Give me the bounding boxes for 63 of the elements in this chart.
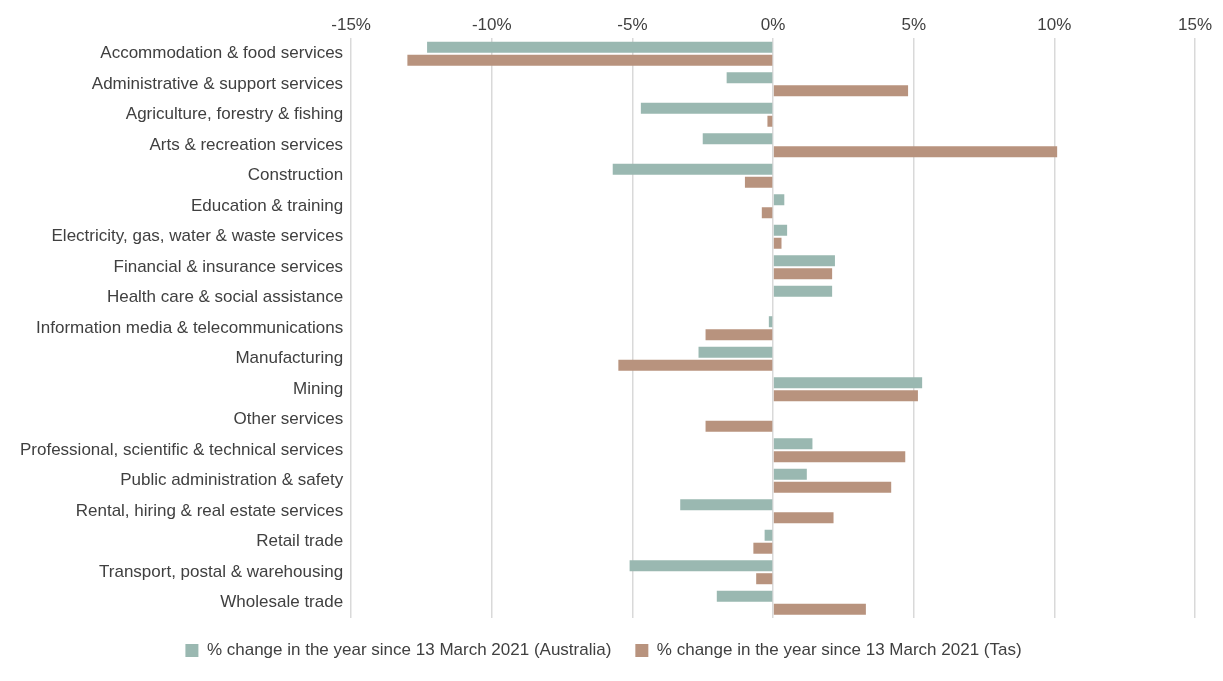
y-tick-label: Administrative & support services [91,73,344,93]
bar [773,285,833,297]
bar [773,255,835,267]
bar [764,529,773,541]
bar [705,420,773,432]
bar [773,268,833,280]
bar [618,359,773,371]
bar [698,346,773,358]
y-tick-label: Retail trade [256,531,344,551]
bar [773,481,892,493]
bar [744,176,773,188]
bar [773,512,834,524]
bar [773,390,918,402]
y-tick-label: Education & training [190,195,344,215]
legend-label: % change in the year since 13 March 2021 (Australia) [206,640,612,660]
bar [716,590,773,602]
bar [427,41,773,53]
y-tick-label: Mining [293,378,344,398]
y-tick-label: Electricity, gas, water & waste services [51,226,344,246]
bar [753,542,773,554]
y-tick-label: Manufacturing [235,348,344,368]
x-tick-label: -10% [471,14,512,34]
bar [773,468,807,480]
bar [680,499,773,511]
y-tick-label: Construction [247,165,344,185]
bar [773,146,1058,158]
y-tick-label: Rental, hiring & real estate services [75,500,344,520]
y-tick-label: Wholesale trade [220,592,344,612]
y-tick-label: Arts & recreation services [149,134,344,154]
bar [612,163,773,175]
bar [773,603,866,615]
bar [773,377,923,389]
bar [773,224,788,236]
y-tick-label: Health care & social assistance [106,287,344,307]
y-tick-label: Accommodation & food services [100,43,344,63]
bar [705,329,773,341]
x-tick-label: 15% [1177,14,1212,34]
y-tick-label: Professional, scientific & technical services [19,439,344,459]
bar [726,72,773,84]
bar [629,560,773,572]
bar [773,451,906,463]
bar [702,133,773,145]
x-tick-label: -5% [617,14,648,34]
bar [407,54,773,66]
y-tick-label: Other services [233,409,344,429]
x-tick-label: 0% [760,14,786,34]
legend-label: % change in the year since 13 March 2021 (Tas) [656,640,1022,660]
bar [773,438,813,450]
y-tick-label: Financial & insurance services [113,256,344,276]
bar [756,573,773,585]
y-tick-label: Transport, postal & warehousing [99,561,344,581]
bar [773,194,785,206]
x-tick-label: 10% [1037,14,1072,34]
x-tick-label: 5% [901,14,926,34]
bar [773,85,909,97]
y-tick-label: Agriculture, forestry & fishing [125,104,344,124]
bar [773,237,782,249]
bar [767,115,773,127]
y-tick-label: Public administration & safety [120,470,344,490]
y-tick-label: Information media & telecommunications [36,317,344,337]
x-tick-label: -15% [331,14,371,34]
bar [761,207,773,219]
bar [640,102,773,114]
